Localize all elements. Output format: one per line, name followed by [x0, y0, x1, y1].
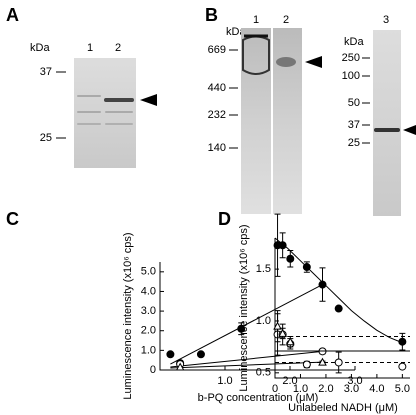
y-tick-label: 4.0 [141, 285, 156, 297]
y-tick-label: 0 [150, 364, 156, 376]
marker-label: 250 [342, 52, 360, 64]
gel [273, 28, 302, 214]
marker-label: 25 [348, 137, 360, 149]
panel-label: B [205, 5, 218, 25]
marker-label: 669 [208, 44, 226, 56]
y-tick-label: 1.0 [141, 344, 156, 356]
point [286, 254, 295, 263]
unit-label: kDa [344, 36, 364, 48]
arrowhead [305, 56, 322, 68]
fit-line [170, 284, 323, 365]
point [166, 350, 175, 359]
y-tick-label: 2.0 [141, 325, 156, 337]
point [318, 280, 327, 289]
panel-label: D [218, 209, 231, 229]
unit-label: kDa [30, 42, 50, 54]
marker-label: 140 [208, 142, 226, 154]
marker-label: 37 [40, 66, 52, 78]
x-axis-label: Unlabeled NADH (μM) [288, 402, 398, 414]
marker-label: 50 [348, 97, 360, 109]
x-tick-label: 2.0 [318, 383, 333, 395]
x-tick-label: 1.0 [217, 375, 232, 387]
y-tick-label: 3.0 [141, 305, 156, 317]
gel [373, 30, 401, 216]
point [334, 304, 343, 313]
y-tick-label: 5.0 [141, 266, 156, 278]
x-tick-label: 3.0 [344, 383, 359, 395]
y-tick-label: 1.0 [256, 315, 271, 327]
panel-label: A [6, 5, 19, 25]
x-tick-label: 4.0 [369, 383, 384, 395]
point [278, 241, 287, 250]
gel-bands [77, 95, 134, 125]
gel [241, 28, 271, 214]
lane-label: 2 [283, 14, 289, 26]
x-tick-label: 5.0 [395, 383, 410, 395]
point [318, 357, 327, 366]
point [175, 362, 185, 371]
x-axis-label: b-PQ concentration (μM) [198, 392, 319, 404]
x-tick-label: 1.0 [293, 383, 308, 395]
y-axis-label: Luminescence intensity (x10⁶ cps) [122, 232, 134, 399]
lane-label: 1 [87, 42, 93, 54]
arrowhead [403, 125, 416, 135]
lane-label: 3 [383, 14, 389, 26]
y-axis-label: Luminescence intensity (x10⁶ cps) [238, 224, 250, 391]
y-tick-label: 0.5 [256, 367, 271, 379]
point [302, 360, 311, 369]
marker-label: 25 [40, 132, 52, 144]
panel-label: C [6, 209, 19, 229]
point [273, 321, 282, 330]
point [278, 328, 287, 337]
point [285, 337, 295, 346]
point [398, 337, 407, 346]
fit-line [274, 237, 403, 344]
point [196, 350, 205, 359]
point [302, 263, 311, 272]
marker-label: 100 [342, 70, 360, 82]
marker-label: 37 [348, 119, 360, 131]
fit-line [170, 350, 323, 368]
lane-label: 2 [115, 42, 121, 54]
arrowhead [140, 94, 157, 106]
lane-label: 1 [253, 14, 259, 26]
marker-label: 232 [208, 109, 226, 121]
x-tick-label: 0 [272, 383, 278, 395]
marker-label: 440 [208, 82, 226, 94]
gel-bands [242, 34, 296, 75]
point [237, 324, 246, 333]
point [334, 358, 343, 367]
y-tick-label: 1.5 [256, 263, 271, 275]
point [398, 362, 407, 371]
fit-line [170, 361, 323, 369]
